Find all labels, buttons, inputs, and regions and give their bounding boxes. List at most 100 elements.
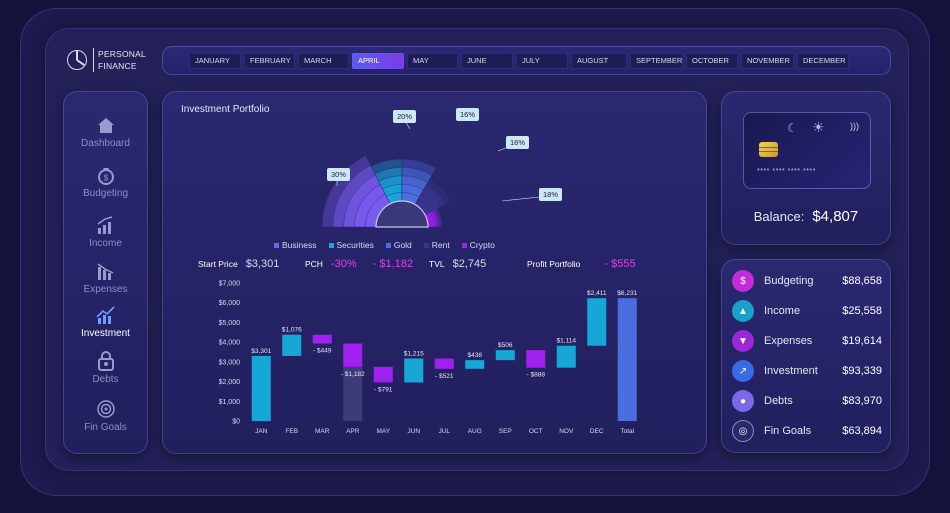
svg-text:$: $	[103, 174, 108, 183]
panel-title: Investment Portfolio	[181, 104, 270, 115]
target-icon	[95, 399, 117, 419]
summary-label: Investment	[764, 365, 818, 377]
logo-text: PERSONAL FINANCE	[98, 48, 146, 72]
summary-item-fin-goals[interactable]: ◎ Fin Goals $63,894	[732, 419, 882, 443]
sidebar-item-label: Debts	[92, 374, 119, 385]
x-tick-nov: NOV	[559, 428, 574, 435]
data-label-jul: - $521	[435, 373, 454, 380]
data-label-total: $6,231	[617, 290, 637, 297]
bar-sep[interactable]	[495, 350, 515, 361]
rose-slice-rent[interactable]	[414, 179, 451, 216]
legend-item-securities: Securities	[328, 240, 374, 250]
money-bag-icon: $	[95, 165, 117, 185]
legend-label: Crypto	[469, 240, 495, 250]
summary-list: $ Budgeting $88,658 ▲ Income $25,558 ▼ Expenses…	[721, 259, 891, 453]
x-tick-aug: AUG	[468, 428, 482, 435]
month-tab-june[interactable]: JUNE	[461, 52, 513, 69]
sidebar-item-investment[interactable]: Investment	[63, 305, 148, 339]
bar-dec[interactable]	[587, 298, 607, 346]
data-label-dec: $2,411	[587, 290, 607, 297]
sidebar: Dashboard $ Budgeting Income Expenses Investm…	[63, 91, 148, 454]
data-label-nov: $1,114	[557, 338, 577, 345]
bar-feb[interactable]	[282, 334, 302, 356]
sidebar-item-dashboard[interactable]: Dashboard	[63, 115, 148, 149]
sidebar-item-label: Budgeting	[82, 188, 129, 199]
data-label-apr: - $1,182	[341, 371, 365, 378]
bar-nov[interactable]	[556, 345, 576, 368]
y-tick-label: $5,000	[219, 320, 241, 327]
summary-value: $63,894	[842, 425, 882, 437]
waterfall-chart: $0 $1,000 $2,000 $3,000 $4,000 $5,000 $6,000 $7…	[219, 281, 638, 436]
legend-swatch	[461, 242, 467, 248]
pch-stat: PCH -30% - $1,182	[305, 258, 413, 270]
moon-icon[interactable]: ☾	[787, 121, 798, 135]
summary-value: $88,658	[842, 275, 882, 287]
bar-oct[interactable]	[526, 350, 546, 368]
sidebar-item-label: Income	[89, 238, 122, 249]
summary-item-debts[interactable]: ● Debts $83,970	[732, 389, 882, 413]
pch-value: - $1,182	[372, 258, 414, 270]
x-tick-apr: APR	[346, 428, 360, 435]
logo-line2: FINANCE	[98, 61, 137, 71]
x-tick-jan: JAN	[255, 428, 268, 435]
sun-icon[interactable]: ☀	[812, 119, 825, 135]
sidebar-item-expenses[interactable]: Expenses	[63, 261, 148, 295]
bar-jan[interactable]	[251, 355, 271, 421]
logo: PERSONAL FINANCE	[67, 48, 146, 72]
bar-total[interactable]	[617, 298, 637, 421]
month-tab-january[interactable]: JANUARY	[189, 52, 241, 69]
start-price-label: Start Price	[198, 259, 238, 269]
bar-jun[interactable]	[404, 358, 424, 383]
sidebar-item-debts[interactable]: Debts	[63, 351, 148, 385]
y-tick-label: $7,000	[219, 281, 241, 288]
summary-value: $19,614	[842, 335, 882, 347]
data-label-jan: $3,301	[251, 348, 271, 355]
month-tab-may[interactable]: MAY	[407, 52, 458, 69]
summary-item-income[interactable]: ▲ Income $25,558	[732, 299, 882, 323]
bar-may[interactable]	[373, 366, 393, 383]
tvl-stat: TVL $2,745	[429, 258, 486, 270]
card-number: **** **** **** ****	[757, 168, 816, 175]
month-tab-september[interactable]: SEPTEMBER	[630, 52, 683, 69]
y-tick-label: $6,000	[219, 300, 241, 307]
month-tab-march[interactable]: MARCH	[298, 52, 349, 69]
slice-label-crypto: 18%	[539, 188, 563, 201]
chart-up-icon	[95, 215, 117, 235]
month-tab-august[interactable]: AUGUST	[571, 52, 627, 69]
legend-swatch	[274, 242, 279, 248]
summary-item-expenses[interactable]: ▼ Expenses $19,614	[732, 329, 882, 353]
month-tab-december[interactable]: DECEMBER	[797, 52, 849, 69]
portfolio-rose-chart	[321, 115, 550, 228]
x-tick-mar: MAR	[315, 428, 330, 435]
summary-item-budgeting[interactable]: $ Budgeting $88,658	[732, 269, 882, 293]
summary-value: $25,558	[842, 305, 882, 317]
sidebar-item-fin-goals[interactable]: Fin Goals	[63, 399, 148, 433]
investment-icon: ↗	[732, 360, 754, 382]
summary-item-investment[interactable]: ↗ Investment $93,339	[732, 359, 882, 383]
sidebar-item-budgeting[interactable]: $ Budgeting	[63, 165, 148, 199]
summary-label: Expenses	[764, 335, 813, 347]
profit-label: Profit Portfolio	[527, 259, 581, 269]
month-tab-april[interactable]: APRIL	[352, 52, 404, 69]
data-label-oct: - $888	[527, 372, 546, 379]
sidebar-item-income[interactable]: Income	[63, 215, 148, 249]
summary-value: $93,339	[842, 365, 882, 377]
month-tab-july[interactable]: JULY	[516, 52, 568, 69]
month-tab-november[interactable]: NOVEMBER	[741, 52, 794, 69]
highlight-column	[343, 366, 363, 421]
bar-mar[interactable]	[312, 334, 332, 344]
x-tick-oct: OCT	[529, 428, 543, 435]
bar-aug[interactable]	[465, 360, 485, 369]
start-price-stat: Start Price $3,301	[198, 258, 279, 270]
chart-down-icon: ▼	[732, 330, 754, 352]
credit-card[interactable]: ☾ ☀ ))) **** **** **** ****	[743, 112, 871, 189]
y-tick-label: $4,000	[219, 340, 241, 347]
bar-apr[interactable]	[343, 343, 363, 367]
start-price-value: $3,301	[245, 258, 280, 270]
legend-label: Rent	[431, 240, 450, 250]
month-tab-february[interactable]: FEBRUARY	[244, 52, 295, 69]
investment-portfolio-panel: Investment Portfolio Business Securities G…	[162, 91, 707, 454]
chart-down-icon	[95, 261, 117, 281]
bar-jul[interactable]	[434, 358, 454, 369]
month-tab-october[interactable]: OCTOBER	[686, 52, 738, 69]
